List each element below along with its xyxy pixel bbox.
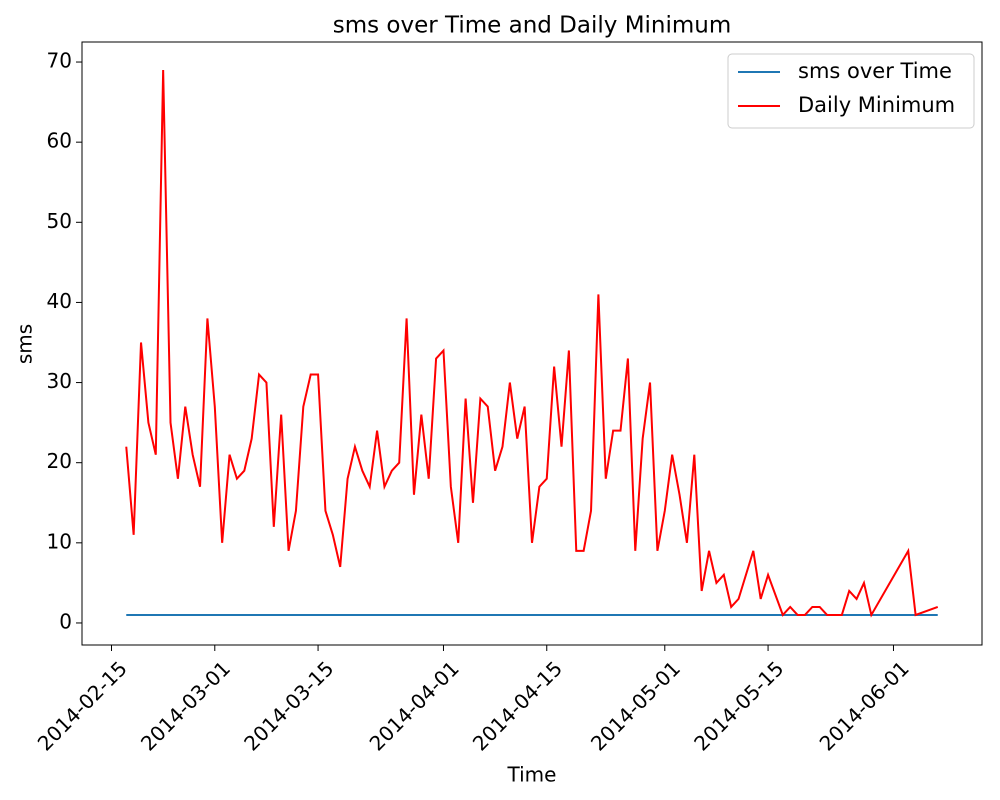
y-tick-label: 40: [47, 289, 72, 313]
y-tick-label: 0: [59, 609, 72, 633]
y-tick-label: 50: [47, 209, 72, 233]
y-tick-label: 60: [47, 129, 72, 153]
line-series: [125, 70, 939, 618]
y-tick-label: 70: [47, 49, 72, 73]
legend-label: Daily Minimum: [798, 93, 955, 117]
chart-title: sms over Time and Daily Minimum: [333, 13, 732, 39]
legend-label: sms over Time: [798, 59, 952, 83]
plot-frame: [81, 41, 983, 646]
legend-box: [727, 53, 975, 129]
y-tick-label: 10: [47, 529, 72, 553]
x-axis-label: Time: [507, 763, 557, 787]
y-tick-label: 20: [47, 449, 72, 473]
y-axis-label: sms: [13, 324, 37, 364]
y-tick-label: 30: [47, 369, 72, 393]
